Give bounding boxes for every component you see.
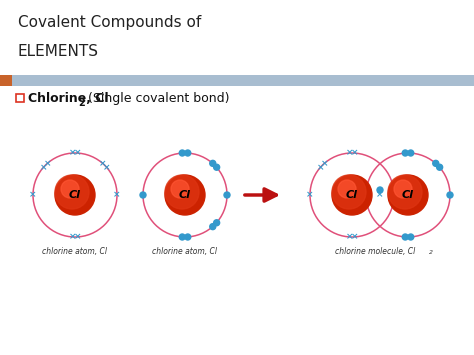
Text: ×: ×: [29, 191, 37, 200]
Circle shape: [61, 180, 79, 198]
Circle shape: [210, 160, 216, 166]
Text: ×: ×: [44, 159, 51, 168]
Text: 2: 2: [429, 250, 433, 255]
Text: Cl: Cl: [179, 190, 191, 200]
Text: ×: ×: [40, 163, 47, 172]
Text: ×: ×: [306, 191, 314, 200]
Text: ELEMENTS: ELEMENTS: [18, 44, 99, 59]
Circle shape: [332, 175, 372, 215]
Text: ×: ×: [74, 148, 82, 158]
Text: ×: ×: [69, 148, 76, 158]
Circle shape: [437, 164, 443, 170]
Text: ×: ×: [346, 148, 353, 158]
Text: Covalent Compounds of: Covalent Compounds of: [18, 15, 201, 30]
Text: chlorine molecule, Cl: chlorine molecule, Cl: [335, 247, 415, 256]
Circle shape: [55, 175, 95, 215]
Text: Chlorine, Cl: Chlorine, Cl: [28, 92, 109, 105]
Circle shape: [402, 234, 408, 240]
Circle shape: [408, 234, 414, 240]
Circle shape: [140, 192, 146, 198]
Circle shape: [394, 180, 412, 198]
Text: ×: ×: [351, 148, 358, 158]
Text: Cl: Cl: [69, 190, 81, 200]
Text: ×: ×: [346, 233, 353, 241]
Text: Cl: Cl: [402, 190, 414, 200]
Text: ×: ×: [99, 159, 107, 168]
Text: ×: ×: [113, 191, 121, 200]
Circle shape: [388, 175, 422, 209]
Bar: [0, 75, 474, 86]
Circle shape: [55, 175, 89, 209]
Text: ×: ×: [376, 191, 384, 200]
Circle shape: [165, 175, 199, 209]
Text: ×: ×: [103, 163, 110, 172]
Circle shape: [402, 150, 408, 156]
Circle shape: [408, 150, 414, 156]
Text: chlorine atom, Cl: chlorine atom, Cl: [43, 247, 108, 256]
Text: ×: ×: [74, 233, 82, 241]
Circle shape: [210, 224, 216, 230]
Circle shape: [377, 187, 383, 193]
Text: Cl: Cl: [346, 190, 358, 200]
Text: (Single covalent bond): (Single covalent bond): [84, 92, 229, 105]
Circle shape: [185, 150, 191, 156]
Text: ×: ×: [317, 163, 324, 172]
Circle shape: [171, 180, 189, 198]
Circle shape: [338, 180, 356, 198]
Text: ×: ×: [351, 233, 358, 241]
Bar: [0, 75, 12, 86]
Circle shape: [214, 164, 219, 170]
Circle shape: [165, 175, 205, 215]
Circle shape: [388, 175, 428, 215]
Circle shape: [224, 192, 230, 198]
Circle shape: [433, 160, 439, 166]
Text: chlorine atom, Cl: chlorine atom, Cl: [153, 247, 218, 256]
Text: 2: 2: [78, 98, 85, 108]
Circle shape: [185, 234, 191, 240]
Bar: [16, 94, 24, 102]
Text: ×: ×: [69, 233, 76, 241]
Circle shape: [179, 234, 185, 240]
Text: ×: ×: [320, 159, 328, 168]
Circle shape: [179, 150, 185, 156]
Circle shape: [447, 192, 453, 198]
Circle shape: [332, 175, 366, 209]
Circle shape: [214, 220, 219, 226]
